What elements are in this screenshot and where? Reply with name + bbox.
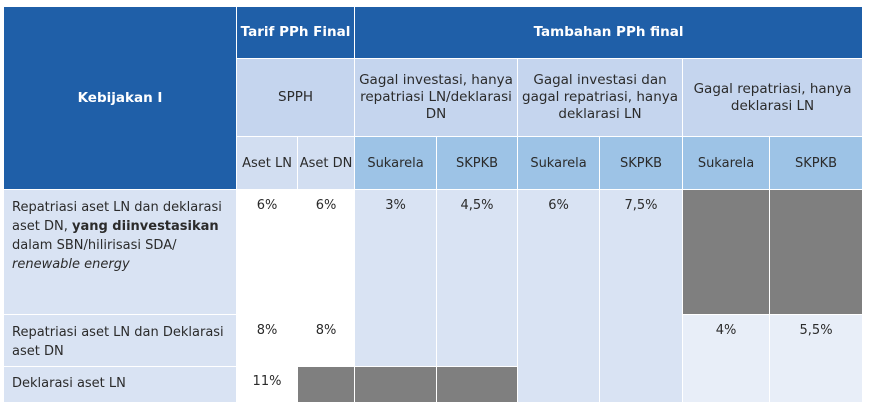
header-sukarela-1: Sukarela — [354, 136, 438, 190]
header-sukarela-3: Sukarela — [682, 136, 771, 190]
cell-r2-g3-skpkb: 5,5% — [769, 314, 864, 403]
header-skpkb-2: SKPKB — [599, 136, 684, 190]
cell-r3-g1-sukarela-na — [354, 366, 438, 403]
header-skpkb-1: SKPKB — [436, 136, 519, 190]
cell-r2-aset-ln: 8% — [236, 314, 298, 367]
header-gagal-investasi-repatriasi: Gagal investasi, hanya repatriasi LN/dek… — [354, 58, 519, 137]
row-label-italic: renewable energy — [12, 257, 130, 272]
cell-r1-g3-skpkb-na — [769, 189, 864, 315]
row-label-bold: yang diinvestasikan — [71, 219, 219, 234]
cell-r1-g3-sukarela-na — [682, 189, 771, 315]
cell-r1-g2-skpkb: 7,5% — [599, 189, 684, 403]
row-label-text-mid: dalam SBN/hilirisasi SDA/ — [12, 238, 177, 253]
row-label-text: Repatriasi aset LN dan deklarasi aset DN… — [12, 200, 222, 234]
header-aset-dn: Aset DN — [296, 136, 356, 190]
cell-r1-g2-sukarela: 6% — [517, 189, 601, 403]
policy-table: Kebijakan I Tarif PPh Final Tambahan PPh… — [3, 6, 864, 403]
header-skpkb-3: SKPKB — [769, 136, 864, 190]
cell-r1-g1-sukarela: 3% — [354, 189, 438, 367]
header-tambahan: Tambahan PPh final — [354, 6, 864, 59]
header-sukarela-2: Sukarela — [517, 136, 601, 190]
header-aset-ln: Aset LN — [236, 136, 298, 190]
header-kebijakan: Kebijakan I — [3, 6, 237, 190]
row-label-repatriasi-investasi: Repatriasi aset LN dan deklarasi aset DN… — [3, 189, 237, 315]
header-gagal-investasi-dan-repatriasi: Gagal investasi dan gagal repatriasi, ha… — [517, 58, 684, 137]
cell-r3-g1-skpkb-na — [436, 366, 519, 403]
cell-r2-g3-sukarela: 4% — [682, 314, 771, 403]
cell-r1-aset-dn: 6% — [296, 189, 356, 315]
cell-r3-aset-ln: 11% — [236, 366, 298, 403]
row-label-deklarasi-ln: Deklarasi aset LN — [3, 366, 237, 403]
cell-r2-aset-dn: 8% — [296, 314, 356, 367]
cell-r1-g1-skpkb: 4,5% — [436, 189, 519, 367]
header-tarif: Tarif PPh Final — [235, 6, 356, 59]
row-label-repatriasi-deklarasi: Repatriasi aset LN dan Deklarasi aset DN — [3, 314, 237, 367]
header-spph: SPPH — [235, 58, 356, 137]
header-gagal-repatriasi: Gagal repatriasi, hanya deklarasi LN — [682, 58, 864, 137]
cell-r3-aset-dn-na — [296, 366, 356, 403]
cell-r1-aset-ln: 6% — [236, 189, 298, 315]
